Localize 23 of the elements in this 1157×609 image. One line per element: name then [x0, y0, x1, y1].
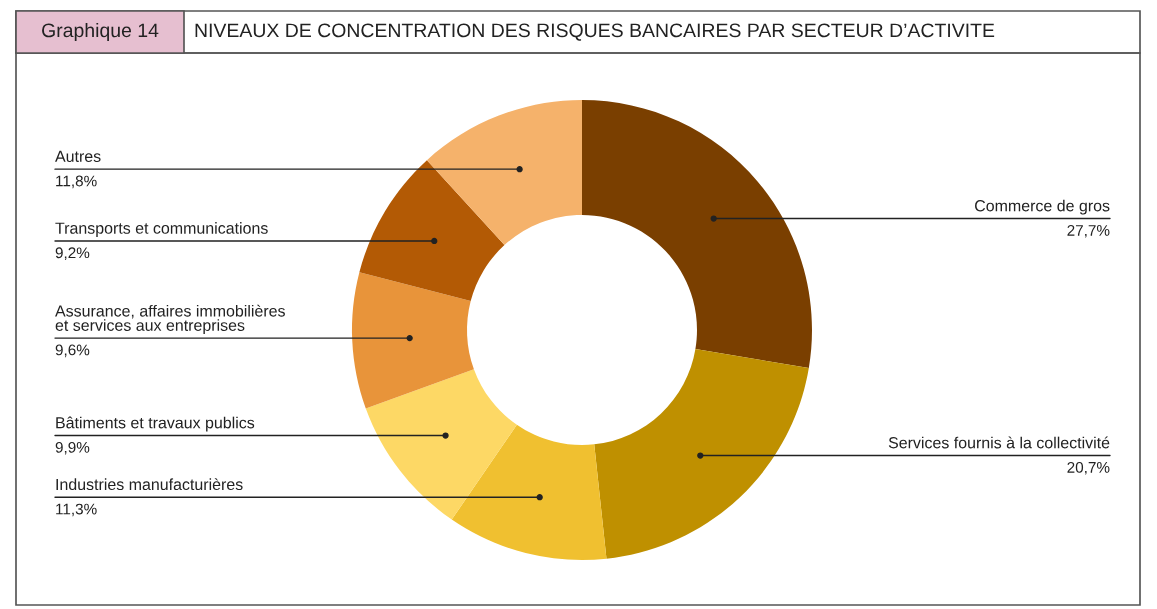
slice-label: Transports et communications [55, 222, 268, 237]
data-label: 27,7% [1067, 224, 1110, 238]
text: Graphique 14 [42, 22, 159, 42]
donut-slice [365, 369, 517, 520]
data-label: 9,2% [55, 247, 90, 260]
donut-slice [451, 424, 607, 560]
data-label: 11,8% [56, 175, 97, 189]
donut-slice [594, 349, 809, 559]
donut-slice [352, 272, 474, 409]
slice-label: Services fournis à la collectivité [888, 436, 1110, 449]
donut-slice [582, 100, 812, 369]
data-label: 11,3% [56, 503, 97, 517]
slice-label: Autres [55, 150, 101, 163]
data-label: 9,6% [55, 344, 90, 358]
data-label: 9,9% [55, 441, 90, 455]
slice-label: Assurance, affaires immobilières et services aux entreprises [55, 304, 285, 335]
donut-slice [426, 100, 582, 246]
slice-label: Commerce de gros [975, 199, 1110, 215]
data-label: 20,7% [1067, 461, 1110, 475]
chart-title: NIVEAUX DE CONCENTRATION DES RISQUES BANCAIRES PAR SECTEUR D’ACTIVITE [195, 23, 995, 41]
slice-label: Industries manufacturières [56, 478, 243, 491]
donut-slice [359, 160, 505, 302]
slice-label: Bâtiments et travaux publics [56, 416, 255, 432]
